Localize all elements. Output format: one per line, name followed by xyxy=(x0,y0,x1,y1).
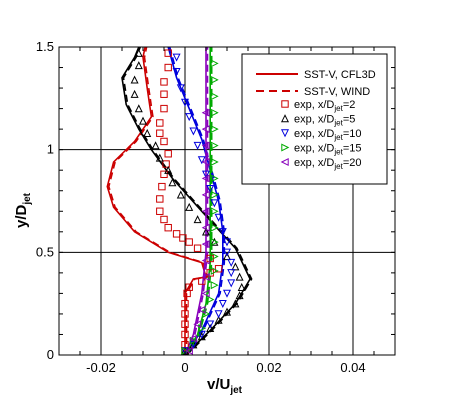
legend-label-suffix: =5 xyxy=(343,114,356,126)
exp-point xyxy=(215,311,221,317)
exp-point xyxy=(220,300,226,306)
y-tick-label: 1 xyxy=(47,142,54,157)
x-tick-label: 0 xyxy=(181,360,188,375)
exp-point xyxy=(211,159,217,165)
exp-point xyxy=(190,128,196,134)
cfd-line-dashed xyxy=(124,47,252,355)
exp-point xyxy=(152,142,158,148)
exp-point xyxy=(161,216,167,222)
exp-point xyxy=(232,264,238,270)
exp-point xyxy=(136,62,142,68)
exp-point xyxy=(161,138,167,144)
exp-point xyxy=(161,79,167,85)
legend-label: exp, x/Djet=15 xyxy=(294,143,361,157)
cfd-series xyxy=(107,47,251,355)
exp-point xyxy=(211,282,217,288)
exp-point xyxy=(228,259,234,265)
cfd-line-dashed xyxy=(170,47,225,355)
cfd-line-solid xyxy=(185,47,206,355)
legend-label: SST-V, WIND xyxy=(304,86,370,98)
legend-label-base: exp, x/D xyxy=(294,143,334,155)
x-tick-label: -0.02 xyxy=(86,360,116,375)
exp-point xyxy=(211,126,217,132)
exp-point xyxy=(165,64,171,70)
legend-label-base: exp, x/D xyxy=(294,157,334,169)
legend-label-suffix: =15 xyxy=(343,143,362,155)
legend-label: exp, x/Djet=5 xyxy=(294,114,355,128)
exp-point xyxy=(131,77,137,83)
exp-point xyxy=(186,204,192,210)
exp-point xyxy=(211,60,217,66)
legend-label-suffix: =2 xyxy=(343,99,356,111)
legend-label-base: exp, x/D xyxy=(294,128,334,140)
legend-label-base: exp, x/D xyxy=(294,99,334,111)
exp-point xyxy=(173,54,179,60)
x-tick-label: 0.04 xyxy=(340,360,365,375)
legend: SST-V, CFL3DSST-V, WINDexp, x/Djet=2exp,… xyxy=(242,54,387,184)
exp-point xyxy=(194,245,200,251)
exp-point xyxy=(144,130,150,136)
exp-point xyxy=(211,93,217,99)
exp-point xyxy=(157,208,163,214)
exp-point xyxy=(165,224,171,230)
exp-point xyxy=(228,280,234,286)
exp-point xyxy=(236,274,242,280)
exp-point xyxy=(157,130,163,136)
legend-label-suffix: =20 xyxy=(343,157,362,169)
legend-label: exp, x/Djet=20 xyxy=(294,157,361,171)
exp-point xyxy=(161,105,167,111)
cfd-line-solid xyxy=(168,47,223,355)
legend-label-base: exp, x/D xyxy=(294,114,334,126)
exp-point xyxy=(161,171,167,177)
y-tick-label: 1.5 xyxy=(36,39,54,54)
exp-point xyxy=(131,91,137,97)
y-axis-label-base: y/D xyxy=(13,204,30,228)
exp-point xyxy=(186,114,192,120)
exp-point xyxy=(178,192,184,198)
exp-point xyxy=(165,151,171,157)
exp-point xyxy=(186,239,192,245)
exp-point xyxy=(224,290,230,296)
x-tick-label: 0.02 xyxy=(256,360,281,375)
exp-point xyxy=(194,142,200,148)
y-tick-label: 0 xyxy=(47,347,54,362)
legend-label: exp, x/Djet=10 xyxy=(294,128,361,142)
exp-point xyxy=(159,183,165,189)
exp-point xyxy=(157,196,163,202)
exp-point xyxy=(136,105,142,111)
legend-label: SST-V, CFL3D xyxy=(304,69,376,81)
exp-point xyxy=(239,284,245,290)
legend-label: exp, x/Djet=2 xyxy=(294,99,355,113)
legend-label-suffix: =10 xyxy=(343,128,362,140)
x-axis-label: v/Ujet xyxy=(207,376,243,396)
x-axis-label-sub: jet xyxy=(229,385,242,396)
y-axis-label: y/Djet xyxy=(13,192,33,228)
exp-point xyxy=(173,231,179,237)
exp-point xyxy=(157,120,163,126)
exp-point xyxy=(211,268,217,274)
y-axis-label-sub: jet xyxy=(22,192,33,205)
exp-point xyxy=(161,91,167,97)
exp-point xyxy=(140,118,146,124)
x-axis-label-base: v/U xyxy=(207,376,230,393)
exp-point xyxy=(228,270,234,276)
exp-point xyxy=(194,216,200,222)
y-tick-label: 0.5 xyxy=(36,244,54,259)
